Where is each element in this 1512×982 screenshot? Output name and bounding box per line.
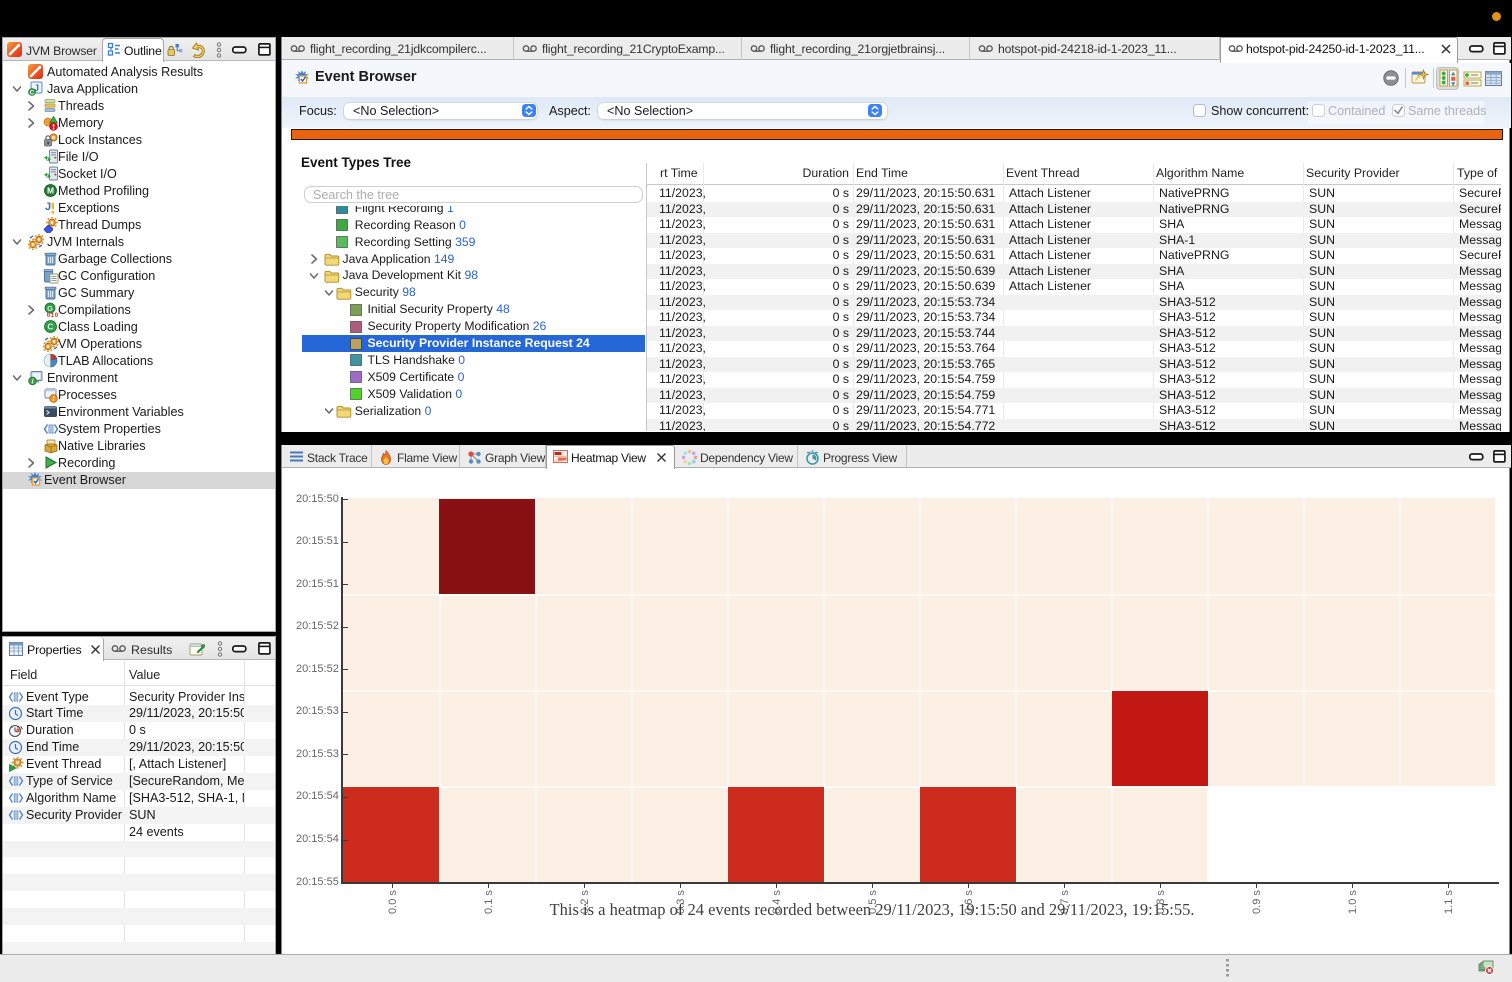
svg-text:i: i [32, 378, 34, 386]
svg-text:i: i [53, 395, 55, 403]
svg-text:C: C [47, 322, 53, 332]
svg-text:C: C [30, 89, 35, 96]
svg-text:J: J [45, 201, 51, 213]
svg-text:J: J [34, 83, 39, 93]
svg-text:010: 010 [47, 312, 59, 318]
svg-text:G: G [47, 304, 53, 313]
svg-text:M: M [47, 186, 54, 196]
